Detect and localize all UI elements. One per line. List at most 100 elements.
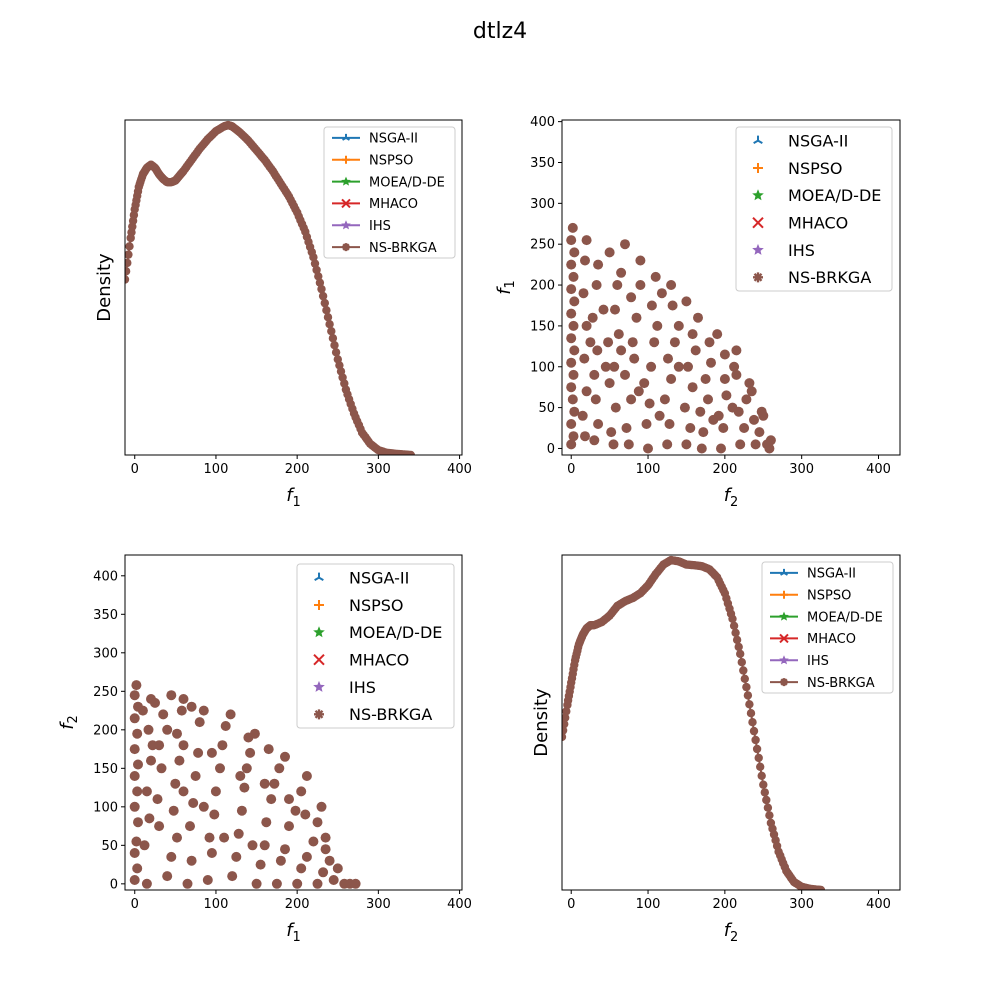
subplot-f1-vs-f2: 0 100 200 300 400 0 50 100 150 200 250 300 350 400 f1 f… [57,554,472,945]
y-tick-label: 100 [530,360,555,375]
scatter-point [687,329,698,340]
scatter-point [129,744,140,755]
legend-label: IHS [349,678,376,697]
scatter-point [172,832,182,843]
scatter-point [649,337,660,348]
scatter-point [626,292,637,303]
scatter-point [568,320,579,331]
scatter-point [193,747,204,758]
y-tick-label: 0 [110,877,118,892]
x-axis-label: f2 [724,920,739,945]
density-marker [125,275,130,284]
scatter-point [739,423,750,433]
scatter-point [152,794,163,805]
scatter-point [170,778,181,789]
scatter-point [225,709,236,720]
legend-marker [314,709,324,720]
scatter-point [758,410,769,421]
y-tick-label: 400 [530,115,555,130]
x-tick-label: 300 [789,897,814,912]
scatter-point [266,794,277,805]
scatter-point [318,867,329,878]
scatter-point [683,361,693,372]
density-marker [743,691,753,700]
scatter-point [644,398,655,409]
density-marker [748,718,757,727]
scatter-point [269,778,280,789]
scatter-point [190,771,201,781]
legend-marker [779,633,789,644]
scatter-point [610,304,620,315]
y-tick-label: 0 [547,442,555,457]
scatter-point [178,694,189,704]
axes-frame [561,554,901,891]
scatter-point [566,382,577,393]
subplot-density-f2: 0 100 200 300 400 f2 Density NSGA-II NSPSO MOEA/D… [531,554,901,945]
scatter-point [198,705,209,716]
scatter-point [695,406,706,417]
density-marker [562,726,568,735]
legend-label: NSGA-II [788,131,848,150]
scatter-point [654,410,665,421]
legend-label: NSPSO [807,588,851,603]
density-marker [330,341,339,350]
scatter-point [681,439,692,450]
scatter-point [673,361,684,372]
legend-marker [341,176,351,186]
scatter-point [301,851,312,862]
legend: NSGA-II NSPSO MOEA/D-DE MHACO IHS NS-BRKGA [761,561,894,694]
x-tick-label: 300 [366,462,391,477]
axes-frame [124,554,463,891]
scatter-point [603,337,614,348]
plot-area [566,222,776,454]
density-marker [318,291,328,301]
legend-marker [314,572,324,582]
density-marker [323,313,333,322]
scatter-point [166,851,177,862]
scatter-point [568,431,579,442]
scatter-point [659,394,670,405]
x-tick-label: 0 [131,897,139,912]
scatter-point [712,329,723,340]
scatter-point [621,423,632,433]
x-tick-label: 400 [447,462,472,477]
scatter-point [567,222,578,233]
y-axis-label: Density [94,253,115,322]
x-axis-label: f1 [286,920,301,945]
scatter-point [150,697,160,708]
scatter-point [666,280,677,290]
scatter-point [147,740,158,751]
density-marker [737,658,746,667]
scatter-point [764,443,775,454]
x-tick-label: 400 [866,897,891,912]
scatter-point [693,312,703,323]
subplot-f2-vs-f1: 0 100 200 300 400 0 50 100 150 200 250 300 350 400 f2 f… [494,115,901,510]
scatter-point [598,304,609,315]
scatter-point [144,813,155,824]
scatter-point [227,871,238,882]
density-marker [740,674,749,683]
scatter-point [731,369,742,380]
density-marker [760,788,769,797]
density-marker [327,327,336,336]
scatter-point [243,732,254,743]
legend-marker [313,653,325,666]
scatter-point [679,402,690,413]
density-marker [734,642,743,652]
legend-label: NSGA-II [369,132,418,147]
scatter-point [328,875,339,885]
legend-marker [341,198,351,209]
density-marker [745,700,754,709]
y-tick-label: 150 [530,319,555,334]
scatter-point [650,271,661,282]
scatter-point [616,345,627,356]
x-tick-label: 200 [712,462,737,477]
scatter-point [626,394,637,405]
legend-marker [313,626,325,638]
scatter-point [750,439,761,450]
panels: 0 100 200 300 400 f1 Density NSGA-II NSPSO MOEA/D… [57,115,901,945]
x-axis-label: f2 [724,485,739,510]
density-marker [562,732,567,742]
density-marker [314,272,323,281]
